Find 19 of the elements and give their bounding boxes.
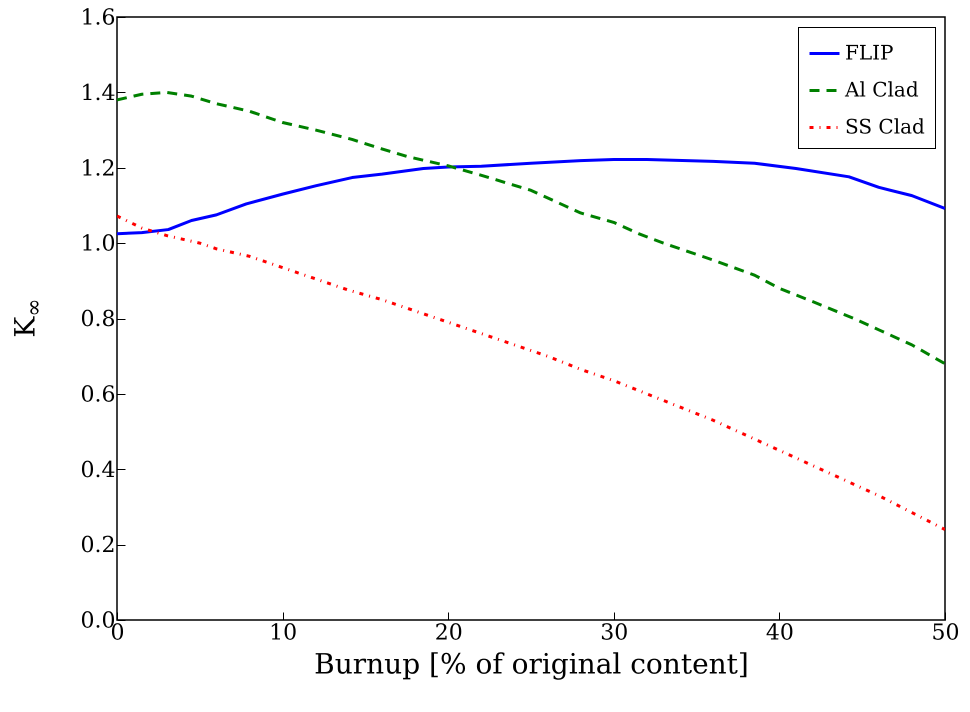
line-series: [117, 158, 945, 236]
y-tick-label: 0.2: [80, 533, 116, 558]
y-tick-label: 1.6: [80, 6, 116, 30]
legend-label: FLIP: [845, 40, 894, 64]
x-tick-label: 40: [766, 620, 794, 646]
legend-label: SS Clad: [845, 114, 926, 138]
y-tick-label: 1.2: [80, 156, 116, 182]
line-series: [117, 214, 945, 532]
x-axis-title: Burnup [% of original content]: [314, 648, 749, 680]
y-tick-label: 0.4: [80, 458, 116, 483]
x-tick-label: 10: [269, 620, 298, 646]
legend-label: Al Clad: [844, 78, 919, 102]
x-tick-label: 30: [600, 620, 628, 646]
y-tick-label: 1.0: [80, 232, 116, 257]
y-tick-label: 0.8: [80, 307, 116, 332]
x-tick-label: 50: [932, 620, 960, 646]
x-tick-label: 20: [434, 620, 463, 646]
y-tick-label: 0.6: [80, 382, 116, 408]
y-tick-label: 1.4: [80, 80, 116, 106]
